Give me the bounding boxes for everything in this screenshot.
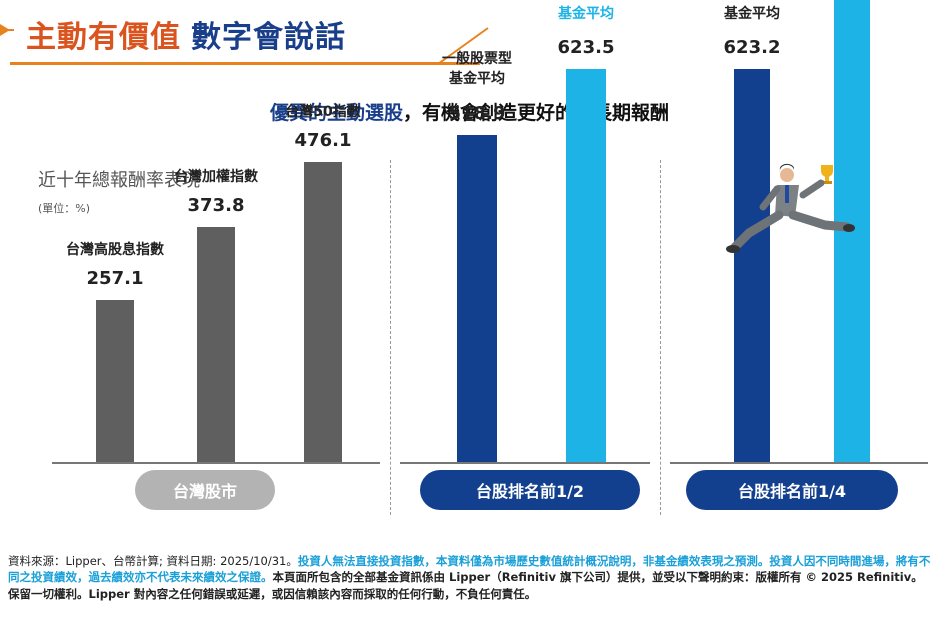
bar-category-label: 台灣高股息指數 — [66, 242, 164, 259]
bar-category-label: 台灣加權指數 — [174, 168, 258, 185]
page-title-part2: 數字會說話 — [191, 20, 346, 55]
bar-category-label-line1: 一般股票型 — [442, 51, 512, 68]
header-underline — [10, 62, 480, 65]
bar — [304, 162, 342, 462]
group-separator — [390, 160, 391, 515]
page-title-part1: 主動有價值 — [26, 20, 181, 55]
businessman-jumping-with-trophy-icon — [726, 163, 855, 253]
bar-value-label: 623.5 — [557, 37, 615, 59]
chart-unit: (單位：%) — [38, 202, 91, 215]
bar-value-label: 623.2 — [723, 37, 781, 59]
group-separator — [660, 160, 661, 515]
footer-disclaimer: 資料來源：Lipper、台幣計算; 資料日期: 2025/10/31。投資人無法… — [8, 553, 934, 602]
group-pill-top-half: 台股排名前1/2 — [420, 470, 640, 510]
baseline — [670, 462, 928, 464]
bar — [197, 226, 235, 462]
bar-value-label: 257.1 — [86, 268, 144, 290]
bar-category-label-line2: 基金平均 — [449, 71, 505, 88]
bar-category-label-line1: 一般股票型 — [717, 0, 787, 4]
bar-category-label: 科技類基金平均 — [558, 0, 614, 24]
bar-category-label-line1: 科技類 — [558, 0, 614, 4]
bar-value-label: 518.9 — [448, 103, 506, 125]
group-pill-top-quarter: 台股排名前1/4 — [686, 470, 898, 510]
bar — [457, 135, 497, 462]
bar-value-label: 373.8 — [187, 194, 245, 216]
footer-disclaimer-highlight: 投資人無法直接投資指數，本資料僅為市場歷史數值統計概況說明，非基金績效表現之預測… — [8, 554, 931, 585]
bar-category-label-line2: 基金平均 — [724, 5, 780, 22]
subtitle-rest: ，有機會創造更好的中長期報酬 — [403, 102, 670, 124]
bar-value-label: 476.1 — [294, 130, 352, 152]
header-accent-lines — [0, 24, 489, 65]
bar-category-label-line2: 基金平均 — [558, 5, 614, 22]
subtitle-highlight: 優異的主動選股 — [269, 102, 403, 124]
group-pill-taiwan-market: 台灣股市 — [135, 470, 275, 510]
page-title: 主動有價值 數字會說話 — [26, 12, 346, 56]
bar — [734, 69, 770, 462]
footer-disclaimer-bold: 本頁面所包含的全部基金資訊係由 Lipper（Refinitiv 旗下公司）提供… — [8, 570, 923, 601]
bar-category-label: 台灣50指數 — [285, 104, 361, 121]
bar — [566, 69, 606, 462]
footer-source: 資料來源：Lipper、台幣計算; 資料日期: 2025/10/31。 — [8, 554, 298, 568]
chart-title: 近十年總報酬率表現 — [38, 170, 200, 191]
baseline — [400, 462, 650, 464]
bar — [96, 300, 134, 462]
baseline — [52, 462, 380, 464]
bar-category-label: 一般股票型基金平均 — [442, 49, 512, 90]
